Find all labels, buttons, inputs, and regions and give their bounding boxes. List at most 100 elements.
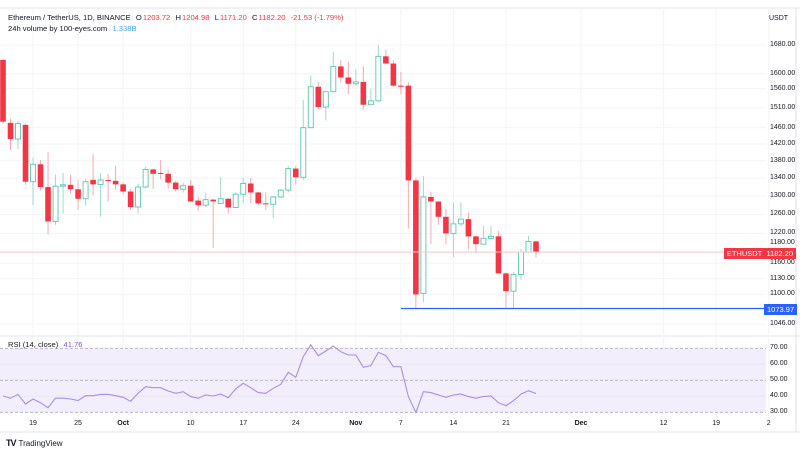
low-label: L	[214, 13, 219, 22]
time-label: 10	[186, 420, 195, 427]
rsi-label: RSI (14, close)	[8, 340, 59, 349]
time-label: 7	[398, 420, 403, 427]
volume-label: 24h volume by 100-eyes.com	[8, 24, 108, 33]
candle-down	[0, 59, 6, 124]
candle-body	[67, 184, 74, 190]
candle-down	[37, 160, 44, 191]
candle-body	[60, 184, 67, 187]
candle-body	[398, 85, 404, 87]
candle-up	[322, 91, 329, 121]
candle-up	[518, 249, 524, 280]
price-label: 1046.00	[770, 320, 796, 328]
candle-body	[292, 168, 299, 178]
candle-down	[22, 123, 29, 185]
candle-body	[503, 273, 509, 292]
candle-down	[383, 49, 389, 65]
price-label: 1600.00	[770, 69, 796, 77]
candle-up	[510, 272, 517, 309]
candle-body	[45, 187, 51, 222]
candle-body	[52, 185, 59, 222]
rsi-legend[interactable]: RSI (14, close) 41.76	[8, 340, 83, 349]
candle-body	[360, 81, 367, 105]
candle-up	[60, 172, 67, 214]
candle-body	[157, 172, 164, 174]
time-label: 19	[29, 420, 37, 427]
candle-down	[45, 152, 51, 235]
candle-body	[367, 100, 374, 106]
candle-down	[262, 192, 269, 210]
change-value: -21.53 (-1.79%)	[290, 13, 344, 22]
candle-body	[172, 182, 179, 190]
candle-down	[255, 191, 262, 206]
candle-up	[525, 235, 532, 254]
overlays	[0, 251, 766, 310]
candle-body	[510, 273, 517, 292]
candle-body	[202, 199, 209, 206]
candle-down	[360, 66, 367, 110]
open-label: O	[135, 13, 142, 22]
time-label: 24	[291, 420, 300, 427]
low-value: 1171.20	[219, 13, 247, 22]
candle-body	[390, 63, 397, 86]
tradingview-logo[interactable]: TV TradingView	[6, 438, 63, 448]
candle-body	[465, 219, 472, 237]
candle-body	[443, 216, 449, 234]
candle-down	[435, 201, 442, 225]
candle-body	[0, 59, 6, 122]
price-label: 1420.00	[770, 140, 796, 148]
candle-body	[82, 181, 89, 200]
candle-down	[150, 168, 156, 189]
time-label: 14	[449, 420, 458, 427]
price-label: 1260.00	[770, 210, 796, 218]
candle-body	[473, 236, 479, 245]
price-label: 1340.00	[770, 174, 796, 182]
candle-up	[488, 225, 494, 240]
candle-body	[457, 218, 464, 225]
candle-body	[518, 251, 524, 275]
candle-down	[127, 188, 134, 210]
candle-body	[187, 185, 194, 202]
rsi-axis-label: 30.00	[770, 408, 788, 416]
rsi-axis-label: 70.00	[770, 344, 788, 352]
candle-body	[165, 173, 171, 183]
time-label: 2	[766, 420, 771, 427]
candle-body	[30, 163, 36, 183]
candle-body	[315, 86, 322, 108]
candle-down	[413, 178, 419, 310]
candle-down	[533, 240, 539, 258]
candle-body	[135, 186, 142, 208]
candle-body	[450, 223, 457, 234]
candle-down	[157, 160, 164, 180]
candle-down	[112, 166, 119, 190]
candle-body	[533, 241, 539, 252]
volume-legend[interactable]: 24h volume by 100-eyes.com 1.338B	[8, 24, 138, 33]
candle-up	[420, 175, 427, 303]
candle-body	[247, 183, 254, 193]
candle-body	[428, 196, 434, 202]
candle-body	[277, 189, 284, 198]
candle-up	[375, 45, 382, 103]
candle-down	[225, 197, 232, 214]
candle-up	[300, 100, 307, 181]
rsi-axis-label: 40.00	[770, 392, 788, 400]
candle-down	[7, 118, 14, 151]
candle-body	[120, 184, 126, 192]
candle-body	[105, 179, 111, 181]
currency-label: USDT	[769, 15, 789, 22]
symbol-title: Ethereum / TetherUS, 1D, BINANCE	[8, 13, 131, 22]
candle-down	[390, 59, 397, 87]
symbol-legend[interactable]: Ethereum / TetherUS, 1D, BINANCE O1203.7…	[8, 13, 344, 22]
candle-down	[503, 272, 509, 308]
candle-up	[367, 88, 374, 106]
candle-up	[180, 182, 187, 193]
candle-up	[307, 75, 314, 129]
last-price-tag: ETHUSDT 1182.20	[723, 248, 796, 259]
candle-down	[443, 208, 449, 245]
candle-down	[187, 179, 194, 202]
candle-body	[345, 77, 352, 84]
candle-body	[22, 124, 29, 182]
price-label: 1380.00	[770, 156, 796, 164]
candle-body	[322, 91, 329, 108]
candle-down	[345, 61, 352, 95]
